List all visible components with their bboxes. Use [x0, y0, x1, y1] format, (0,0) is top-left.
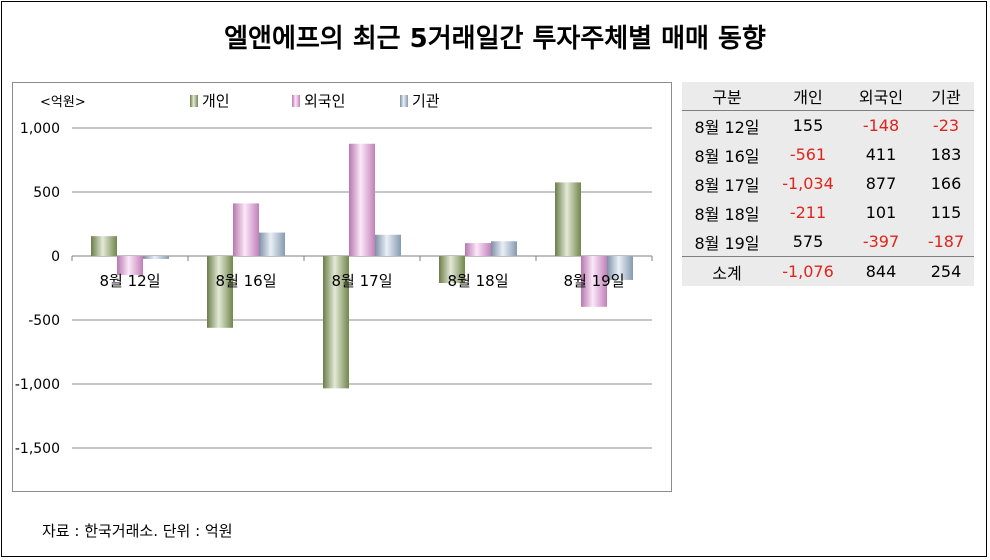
- y-tick-label: 1,000: [20, 121, 60, 137]
- table-cell: 411: [865, 145, 897, 164]
- source-note: 자료 : 한국거래소. 단위 : 억원: [42, 522, 233, 540]
- table-cell: -23: [932, 116, 960, 135]
- bar: [607, 256, 633, 280]
- bar: [233, 203, 259, 256]
- bar: [491, 241, 517, 256]
- table-cell: 155: [792, 116, 824, 135]
- bar: [143, 256, 169, 259]
- category-label: 8월 16일: [216, 272, 277, 290]
- row-label: 8월 16일: [694, 146, 760, 166]
- y-tick-label: 0: [51, 249, 60, 265]
- table-cell: -1,034: [782, 174, 834, 193]
- table-cell: 101: [865, 203, 897, 222]
- bar: [349, 143, 375, 256]
- legend-label: 기관: [412, 92, 440, 110]
- row-label: 8월 19일: [694, 233, 760, 253]
- row-label: 구분: [712, 88, 742, 107]
- y-tick-label: 500: [33, 185, 60, 201]
- table-row: 8월 18일 -211 101 115: [682, 198, 974, 227]
- category-label: 8월 17일: [332, 272, 393, 290]
- category-label: 8월 19일: [564, 272, 625, 290]
- table-cell: -148: [862, 116, 900, 135]
- unit-label: <억원>: [40, 95, 86, 110]
- table-cell: -397: [862, 232, 900, 251]
- bar: [375, 234, 401, 256]
- table-total-row: 소계 -1,076 844 254: [682, 256, 974, 286]
- bar: [581, 256, 607, 307]
- table-row: 8월 17일 -1,034 877 166: [682, 169, 974, 198]
- bar: [207, 256, 233, 328]
- table-row: 8월 19일 575 -397 -187: [682, 227, 974, 256]
- data-table: 구분 개인 외국인 기관 8월 12일 155 -148 -23 8월 16일 -561 411 18…: [682, 82, 974, 286]
- legend-swatch: [190, 95, 198, 107]
- y-tick-label: -1,500: [15, 441, 60, 457]
- table-cell: -1,076: [782, 262, 834, 281]
- bar-chart: 1,000 500 0 -500 -1,000 -1,500 8월 12일 8월 16일 8월 …: [15, 92, 653, 457]
- table-cell: 개인: [793, 88, 823, 107]
- table-cell: -211: [789, 203, 827, 222]
- table-cell: 183: [930, 145, 962, 164]
- table-cell: 254: [930, 262, 962, 281]
- table-row: 8월 16일 -561 411 183: [682, 140, 974, 169]
- category-label: 8월 12일: [100, 272, 161, 290]
- table-cell: 575: [792, 232, 824, 251]
- table-header-row: 구분 개인 외국인 기관: [682, 82, 974, 111]
- table-cell: -561: [789, 145, 827, 164]
- row-label: 8월 17일: [694, 175, 760, 195]
- bar: [91, 236, 117, 256]
- table-cell: 외국인: [858, 88, 904, 107]
- table-cell: 844: [865, 262, 897, 281]
- legend-label: 개인: [202, 92, 230, 110]
- bar: [555, 182, 581, 256]
- bar: [323, 256, 349, 389]
- bar: [259, 232, 285, 256]
- chart-title: 엘앤에프의 최근 5거래일간 투자주체별 매매 동향: [224, 24, 766, 54]
- table-cell: -187: [927, 232, 965, 251]
- row-label: 8월 18일: [694, 204, 760, 224]
- legend-swatch: [400, 95, 408, 107]
- table-cell: 877: [865, 174, 897, 193]
- table-row: 8월 12일 155 -148 -23: [682, 111, 974, 140]
- table-cell: 166: [930, 174, 962, 193]
- table-cell: 115: [930, 203, 962, 222]
- row-label: 소계: [712, 263, 742, 283]
- y-tick-label: -1,000: [15, 377, 60, 393]
- row-label: 8월 12일: [694, 117, 760, 137]
- y-tick-label: -500: [28, 313, 60, 329]
- bar: [465, 243, 491, 256]
- chart-area: [12, 82, 672, 492]
- legend-swatch: [292, 95, 300, 107]
- category-label: 8월 18일: [448, 272, 509, 290]
- bar: [439, 256, 465, 284]
- bar: [117, 256, 143, 275]
- table-cell: 기관: [931, 88, 961, 107]
- legend-label: 외국인: [304, 92, 345, 110]
